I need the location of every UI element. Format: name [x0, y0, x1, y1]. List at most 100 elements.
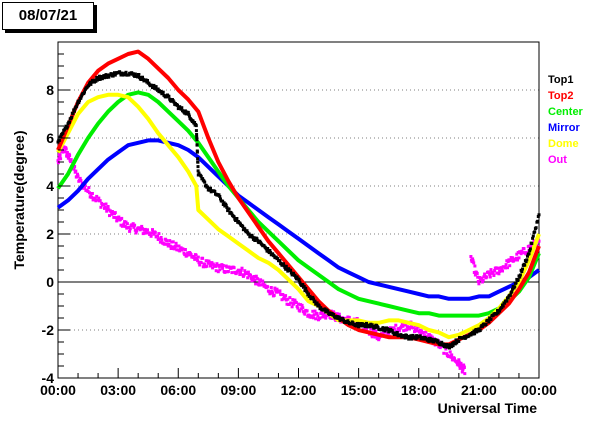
data-point [151, 228, 154, 232]
data-point [267, 290, 271, 294]
data-point [245, 229, 249, 233]
data-point [293, 273, 297, 277]
data-point [70, 115, 74, 119]
data-point [288, 296, 292, 300]
data-point [105, 209, 109, 213]
data-point [195, 138, 199, 142]
data-point [143, 227, 147, 231]
data-point [57, 157, 61, 161]
data-point [141, 75, 144, 79]
data-point [103, 76, 106, 80]
data-point [235, 217, 239, 220]
data-point [219, 197, 222, 201]
data-point [442, 351, 446, 355]
data-point [71, 112, 75, 116]
data-point [430, 335, 434, 339]
data-point [211, 266, 215, 270]
y-tick-label: -2 [42, 322, 55, 338]
data-point [351, 321, 355, 325]
data-point [214, 264, 217, 268]
data-point [147, 81, 151, 85]
x-tick-label: 21:00 [461, 382, 497, 398]
data-point [472, 261, 476, 265]
data-point [521, 267, 524, 271]
data-point [278, 289, 282, 293]
data-point [506, 266, 509, 270]
data-point [411, 333, 415, 337]
data-point [297, 278, 301, 282]
data-point [199, 261, 203, 265]
data-point [497, 272, 501, 276]
data-point [401, 324, 405, 328]
data-point [533, 230, 537, 234]
data-point [477, 282, 481, 286]
data-point [89, 82, 93, 86]
data-point [399, 333, 403, 337]
data-point [298, 309, 302, 313]
data-point [213, 190, 217, 193]
data-point [529, 244, 533, 247]
data-point [243, 227, 247, 231]
data-point [156, 234, 159, 238]
data-point [406, 325, 410, 329]
data-point [394, 323, 398, 327]
data-point [197, 171, 201, 175]
data-point [369, 327, 373, 331]
data-point [57, 138, 61, 142]
data-point [107, 75, 111, 79]
data-point [473, 264, 477, 268]
data-point [520, 270, 524, 274]
data-point [104, 202, 108, 206]
data-point [79, 96, 83, 100]
y-tick-label: -4 [42, 370, 55, 386]
y-tick-label: 8 [46, 82, 54, 98]
data-point [77, 101, 81, 105]
data-point [169, 247, 173, 250]
data-point [177, 244, 181, 248]
data-point [187, 114, 191, 118]
data-point [313, 309, 317, 313]
data-point [219, 264, 223, 268]
data-point [404, 323, 408, 327]
data-point [239, 268, 243, 272]
data-point [56, 159, 60, 163]
data-point [500, 267, 504, 271]
data-point [63, 150, 67, 154]
data-point [531, 234, 535, 238]
data-point [124, 70, 128, 74]
data-point [73, 109, 76, 113]
data-point [195, 135, 199, 139]
data-point [525, 258, 529, 262]
data-point [503, 301, 507, 305]
data-point [305, 309, 309, 313]
data-point [488, 275, 492, 279]
data-point [536, 219, 540, 223]
data-point [534, 226, 538, 230]
data-point [347, 315, 351, 319]
y-tick-label: 4 [46, 178, 54, 194]
data-point [481, 324, 484, 328]
data-point [514, 281, 518, 285]
data-point [259, 278, 263, 282]
data-point [83, 90, 86, 94]
data-point [457, 358, 461, 362]
data-point [189, 253, 193, 257]
data-point [196, 165, 200, 169]
data-point [117, 215, 121, 219]
data-point [355, 324, 358, 328]
data-point [214, 269, 218, 273]
data-point [263, 283, 267, 287]
data-point [360, 324, 363, 328]
data-point [397, 329, 401, 333]
x-tick-label: 12:00 [281, 382, 317, 398]
data-point [386, 327, 390, 331]
data-point [227, 207, 231, 211]
data-point [312, 313, 316, 317]
data-point [232, 266, 236, 270]
data-point [73, 165, 77, 168]
data-point [161, 90, 165, 94]
data-point [504, 263, 508, 267]
data-point [90, 195, 94, 199]
data-point [436, 339, 440, 343]
